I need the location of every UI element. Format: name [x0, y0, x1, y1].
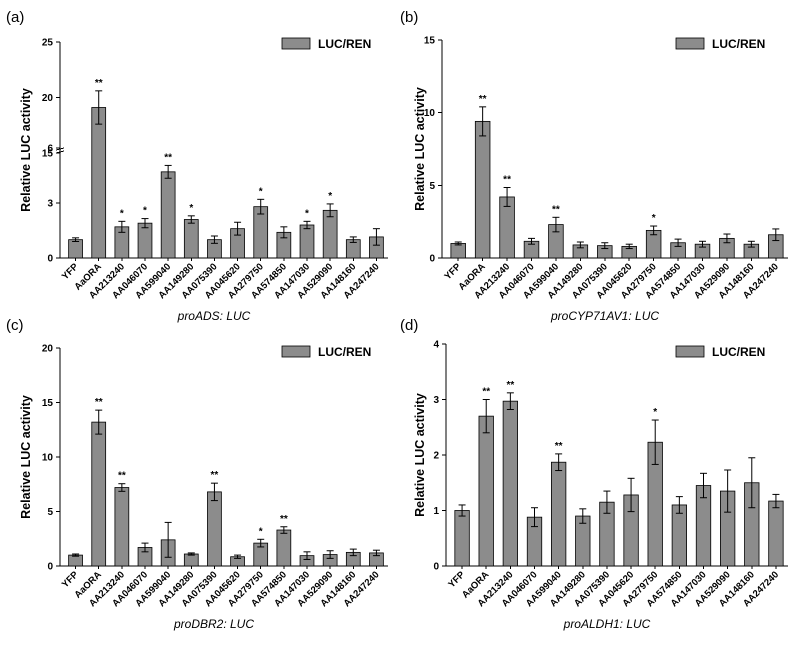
y-axis-label: Relative LUC activity [19, 395, 33, 519]
bar [276, 529, 292, 567]
y-tick-label: 0 [47, 254, 53, 265]
legend-swatch [281, 345, 311, 358]
y-tick-label: 20 [42, 344, 54, 355]
y-tick-label: 2 [433, 451, 439, 462]
significance-mark: ** [555, 441, 563, 452]
bar [91, 421, 107, 567]
y-axis-label: Relative LUC activity [413, 87, 427, 211]
y-tick-label: 5 [47, 507, 53, 518]
bar [551, 461, 567, 567]
bar [454, 510, 470, 567]
x-axis-label: proCYP71AV1: LUC [550, 309, 659, 323]
y-tick-label: 3 [433, 395, 439, 406]
y-axis-label: Relative LUC activity [413, 393, 427, 517]
bar [114, 487, 130, 567]
significance-mark: * [328, 191, 332, 202]
significance-mark: * [305, 208, 309, 219]
bar [160, 171, 176, 259]
bar [322, 209, 338, 259]
legend-swatch [675, 345, 705, 358]
legend-swatch [675, 37, 705, 50]
y-tick-label: 4 [433, 340, 439, 351]
significance-mark: ** [95, 78, 103, 89]
significance-mark: ** [118, 471, 126, 482]
significance-mark: ** [503, 175, 511, 186]
x-tick-label: YFP [442, 261, 463, 282]
significance-mark: ** [164, 152, 172, 163]
x-axis-label: proALDH1: LUC [563, 617, 651, 631]
bar [502, 400, 519, 567]
x-axis-label: proADS: LUC [177, 309, 251, 323]
legend-label: LUC/REN [318, 37, 371, 51]
bar [671, 504, 687, 567]
bar [183, 219, 199, 259]
bar [68, 554, 83, 567]
significance-mark: ** [552, 204, 560, 215]
legend-swatch [281, 37, 311, 50]
y-tick-label: 6 [47, 144, 53, 155]
y-tick-label: 0 [433, 562, 439, 573]
legend-label: LUC/REN [712, 37, 765, 51]
y-tick-label: 5 [429, 181, 435, 192]
y-tick-label: 15 [42, 149, 54, 160]
y-tick-label: 0 [47, 562, 53, 573]
significance-mark: ** [479, 94, 487, 105]
y-tick-label: 1 [433, 506, 439, 517]
significance-mark: ** [506, 380, 514, 391]
bar [68, 239, 83, 259]
y-axis-label: Relative LUC activity [19, 88, 33, 212]
bar [474, 120, 491, 259]
y-tick-label: 15 [42, 398, 54, 409]
x-tick-label: YFP [446, 569, 467, 590]
y-tick-label: 3 [47, 199, 53, 210]
bar [768, 500, 784, 567]
panel-label: (b) [400, 9, 418, 26]
bar [91, 107, 107, 259]
y-tick-label: 20 [42, 93, 54, 104]
bar [478, 415, 494, 567]
significance-mark: ** [211, 470, 219, 481]
bar [299, 224, 315, 259]
significance-mark: ** [95, 397, 103, 408]
significance-mark: * [259, 526, 263, 537]
significance-mark: * [259, 186, 263, 197]
x-axis-label: proDBR2: LUC [173, 617, 254, 631]
y-tick-label: 10 [42, 453, 54, 464]
y-tick-label: 15 [424, 36, 436, 47]
bar [207, 491, 222, 567]
significance-mark: ** [482, 387, 490, 398]
axis-break-mark [55, 147, 65, 151]
significance-mark: ** [280, 514, 288, 525]
bar [183, 553, 199, 567]
significance-mark: * [189, 203, 193, 214]
bar [450, 243, 466, 259]
panel-label: (c) [6, 317, 24, 334]
significance-mark: * [120, 208, 124, 219]
significance-mark: * [143, 206, 147, 217]
panel-label: (a) [6, 9, 24, 26]
significance-mark: * [652, 213, 656, 224]
legend-label: LUC/REN [318, 345, 371, 359]
y-tick-label: 25 [42, 38, 54, 49]
y-tick-label: 0 [429, 254, 435, 265]
y-tick-label: 10 [424, 108, 436, 119]
significance-mark: * [653, 407, 657, 418]
panel-label: (d) [400, 317, 418, 334]
legend-label: LUC/REN [712, 345, 765, 359]
bar [137, 222, 153, 259]
